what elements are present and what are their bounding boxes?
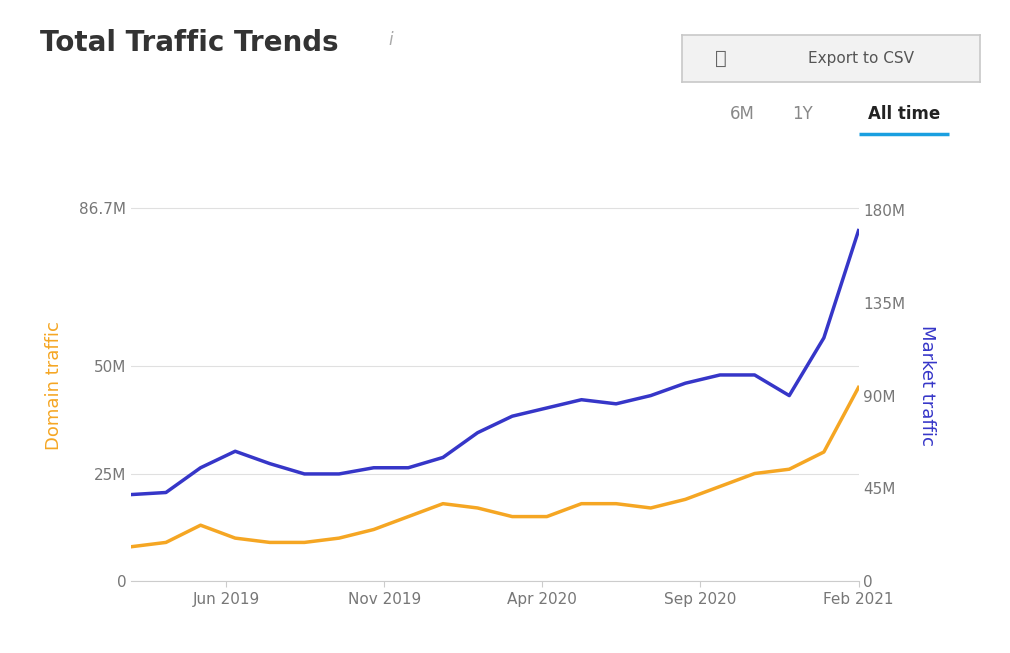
Y-axis label: Market traffic: Market traffic xyxy=(918,325,936,446)
Text: 🡩: 🡩 xyxy=(715,48,726,68)
Text: Export to CSV: Export to CSV xyxy=(808,51,913,65)
Text: 6M: 6M xyxy=(730,105,754,123)
Text: Total Traffic Trends: Total Traffic Trends xyxy=(40,29,339,57)
Y-axis label: Domain traffic: Domain traffic xyxy=(44,321,63,450)
Text: All time: All time xyxy=(868,105,940,123)
Text: 1Y: 1Y xyxy=(793,105,813,123)
Text: i: i xyxy=(389,31,394,49)
